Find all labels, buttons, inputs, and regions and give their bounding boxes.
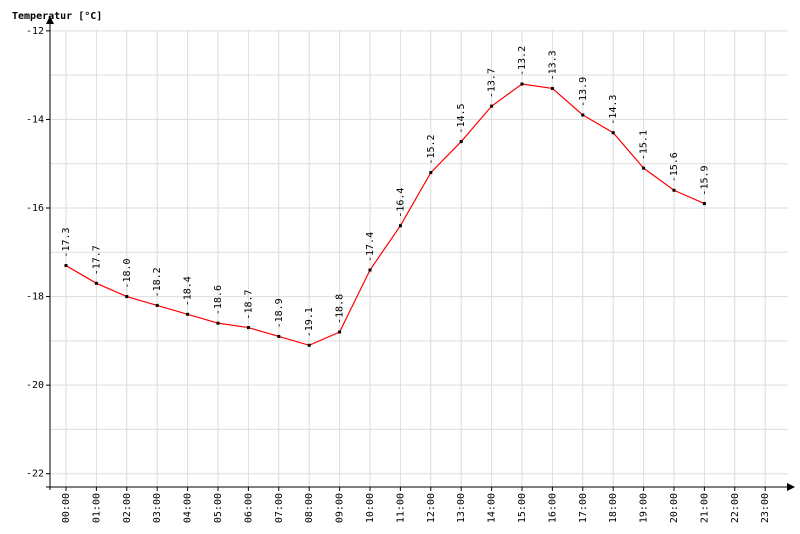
data-label: -17.7: [91, 245, 102, 275]
point: [672, 188, 676, 192]
point: [216, 321, 220, 325]
x-tick-label: 19:00: [639, 493, 650, 523]
point: [459, 140, 463, 144]
point: [611, 131, 615, 135]
x-tick-label: 21:00: [699, 493, 710, 523]
x-tick-label: 03:00: [152, 493, 163, 523]
x-tick-label: 18:00: [608, 493, 619, 523]
y-tick-label: -16: [26, 203, 44, 214]
data-label: -17.3: [61, 227, 72, 257]
point: [155, 303, 159, 307]
data-label: -13.2: [517, 46, 528, 76]
data-label: -18.0: [122, 258, 133, 288]
x-tick-label: 08:00: [304, 493, 315, 523]
data-label: -18.2: [152, 267, 163, 297]
x-tick-label: 17:00: [578, 493, 589, 523]
x-tick-label: 15:00: [517, 493, 528, 523]
point: [429, 171, 433, 175]
x-tick-label: 05:00: [213, 493, 224, 523]
point: [246, 326, 250, 330]
x-tick-label: 11:00: [395, 493, 406, 523]
point: [642, 166, 646, 170]
x-tick-label: 16:00: [547, 493, 558, 523]
x-tick-label: 10:00: [365, 493, 376, 523]
y-tick-label: -18: [26, 292, 44, 303]
data-label: -18.7: [243, 289, 254, 319]
point: [550, 86, 554, 90]
point: [702, 202, 706, 206]
data-label: -15.6: [669, 152, 680, 182]
data-label: -15.2: [426, 134, 437, 164]
y-tick-label: -14: [26, 114, 44, 125]
x-tick-label: 22:00: [730, 493, 741, 523]
x-tick-label: 00:00: [61, 493, 72, 523]
y-tick-label: -22: [26, 469, 44, 480]
point: [368, 268, 372, 272]
point: [94, 281, 98, 285]
y-tick-label: -20: [26, 380, 44, 391]
data-label: -15.9: [699, 165, 710, 195]
point: [520, 82, 524, 86]
data-label: -13.3: [547, 50, 558, 80]
y-axis-arrow: [46, 16, 54, 24]
y-tick-label: -12: [26, 26, 44, 37]
x-tick-label: 23:00: [760, 493, 771, 523]
point: [186, 312, 190, 316]
x-tick-label: 20:00: [669, 493, 680, 523]
x-tick-label: 04:00: [183, 493, 194, 523]
point: [398, 224, 402, 228]
data-label: -14.3: [608, 95, 619, 125]
x-tick-label: 09:00: [335, 493, 346, 523]
data-label: -13.7: [487, 68, 498, 98]
point: [64, 264, 68, 268]
x-tick-label: 06:00: [243, 493, 254, 523]
x-tick-label: 13:00: [456, 493, 467, 523]
x-tick-label: 07:00: [274, 493, 285, 523]
data-label: -17.4: [365, 232, 376, 262]
chart-title: Temperatur [°C]: [12, 11, 102, 22]
data-label: -19.1: [304, 307, 315, 337]
x-axis-arrow: [787, 483, 795, 491]
data-label: -18.4: [183, 276, 194, 306]
x-tick-label: 12:00: [426, 493, 437, 523]
data-label: -18.9: [274, 298, 285, 328]
point: [307, 343, 311, 347]
point: [581, 113, 585, 117]
x-tick-label: 02:00: [122, 493, 133, 523]
data-label: -13.9: [578, 77, 589, 107]
point: [125, 295, 129, 299]
data-label: -14.5: [456, 103, 467, 133]
x-tick-label: 01:00: [91, 493, 102, 523]
point: [338, 330, 342, 334]
point: [490, 104, 494, 108]
data-label: -18.6: [213, 285, 224, 315]
line: [65, 83, 705, 346]
data-label: -16.4: [395, 188, 406, 218]
data-label: -18.8: [335, 294, 346, 324]
x-tick-label: 14:00: [487, 493, 498, 523]
data-label: -15.1: [639, 130, 650, 160]
point: [277, 334, 281, 338]
